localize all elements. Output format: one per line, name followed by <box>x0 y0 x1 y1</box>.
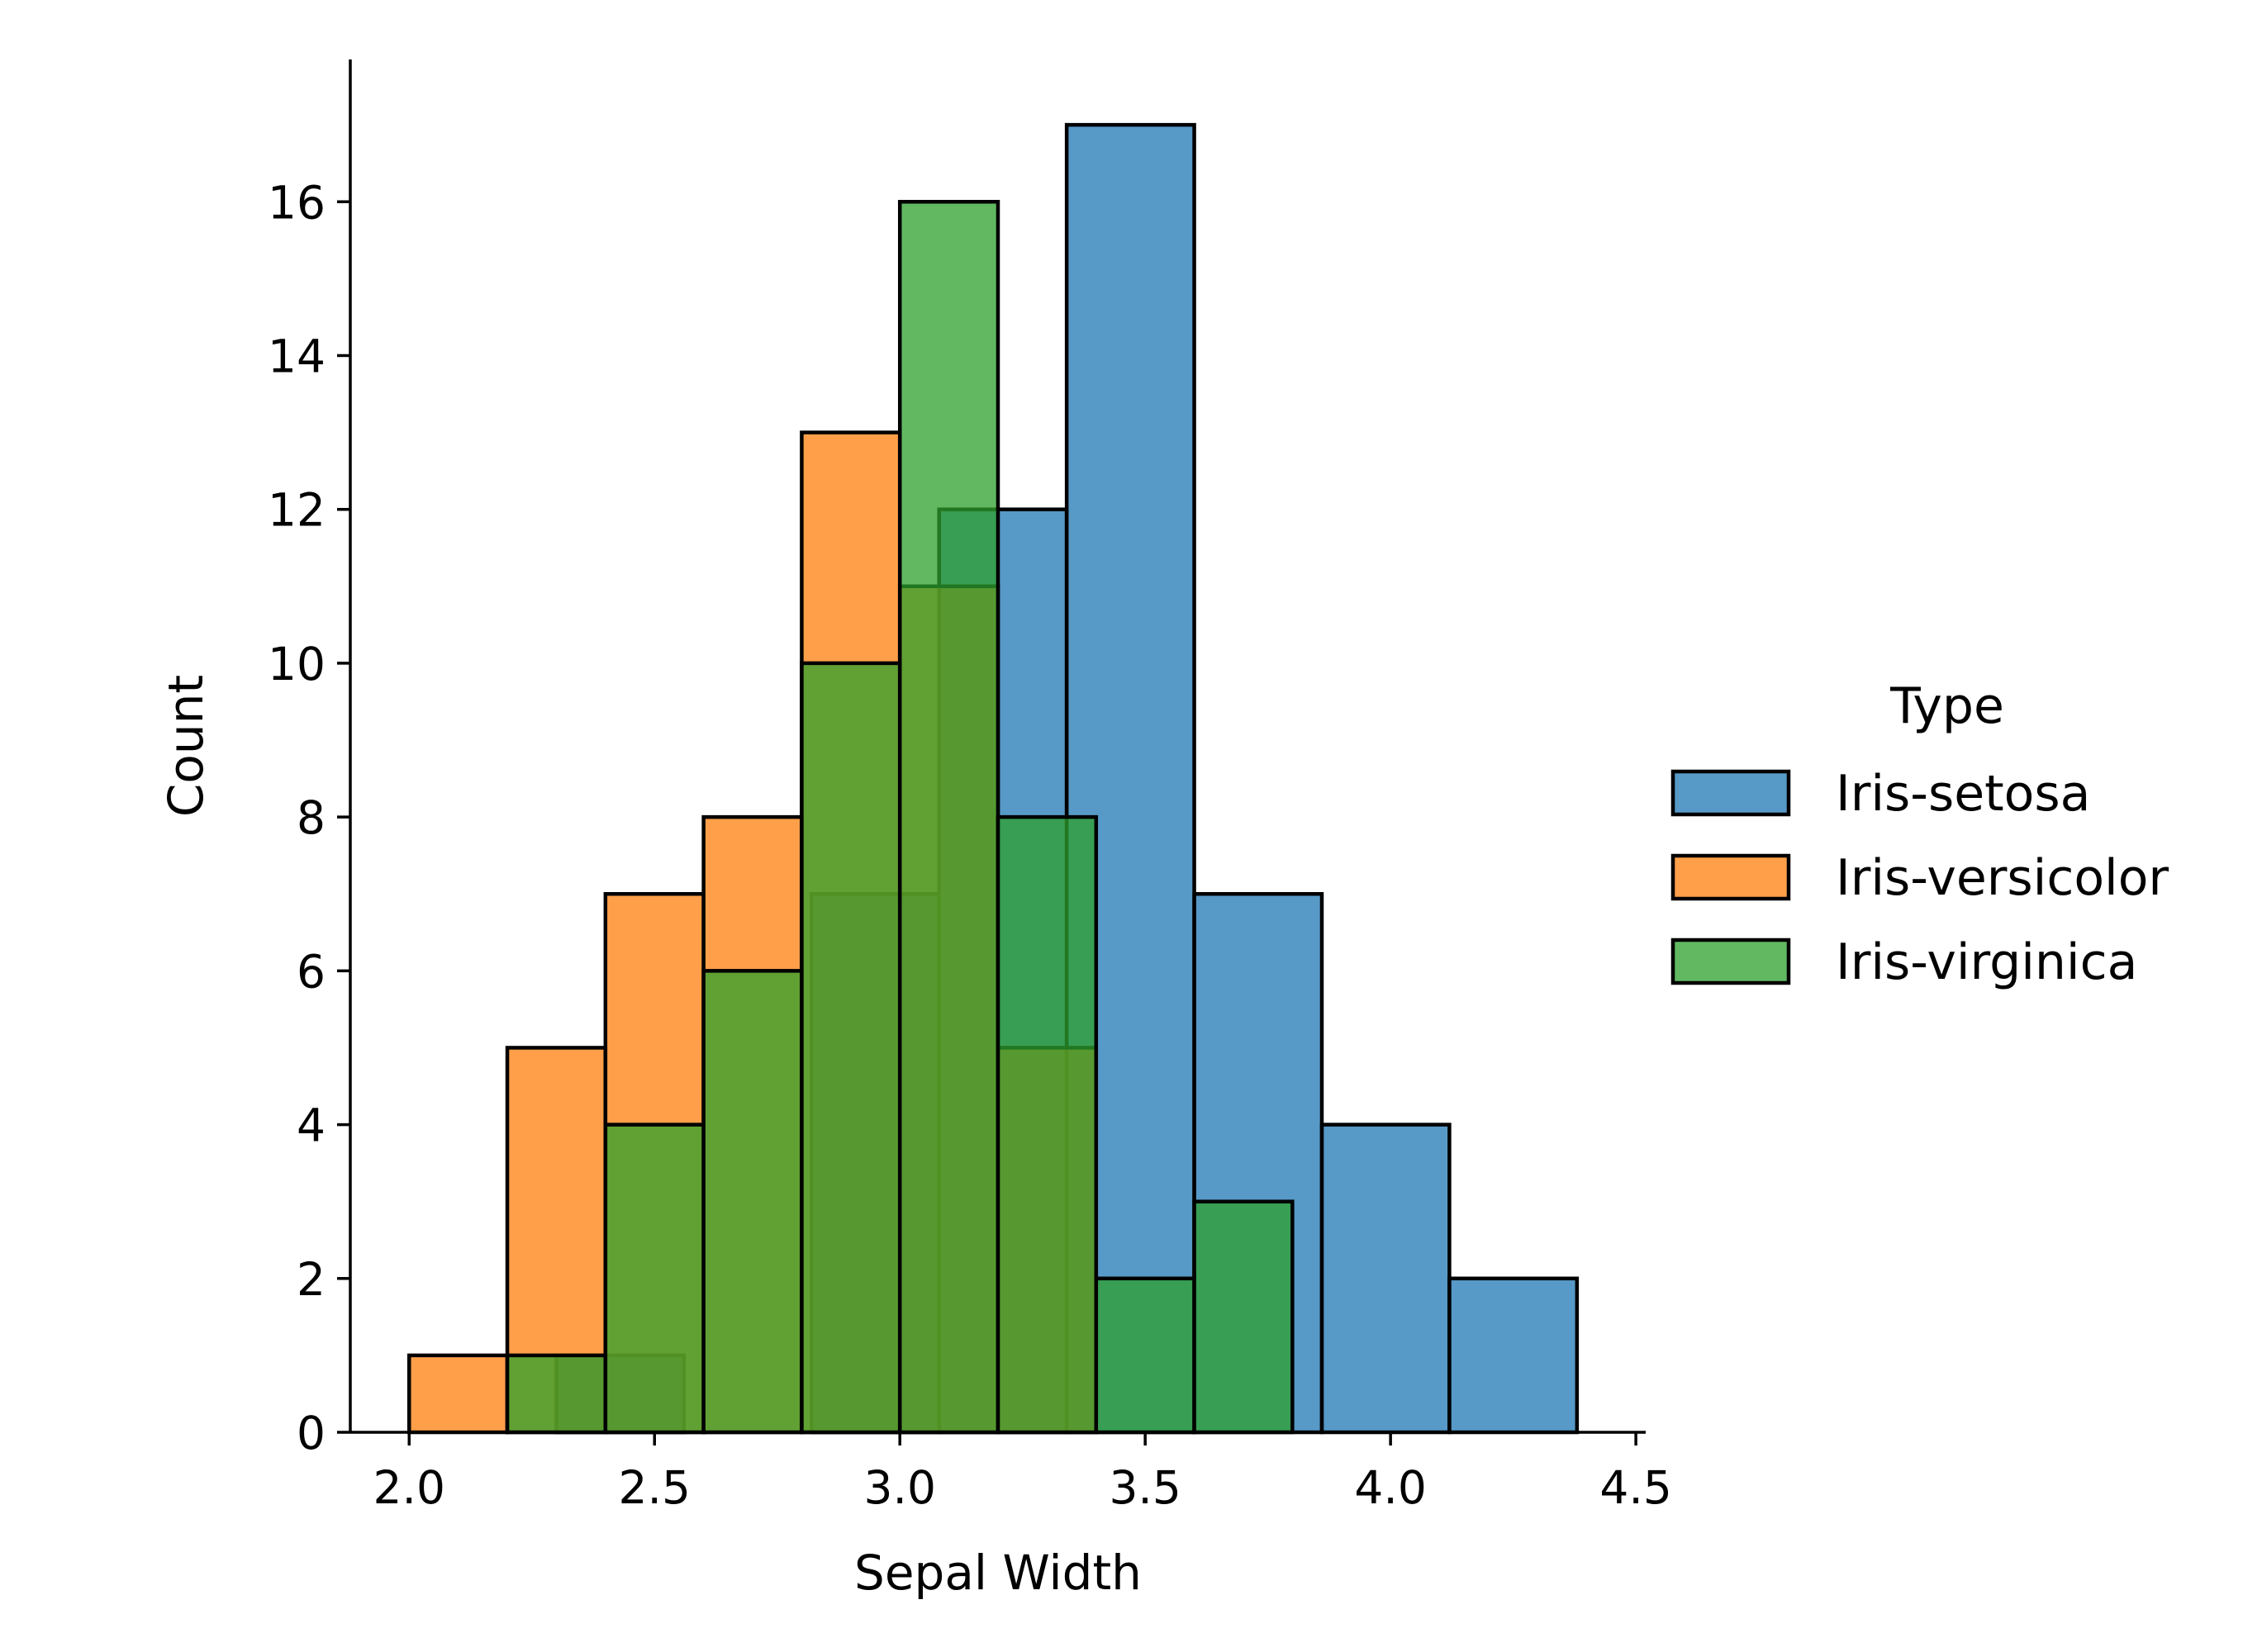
bar-iris-virginica-6 <box>1094 1276 1196 1435</box>
bar-iris-virginica-2 <box>701 969 804 1435</box>
x-tick-label: 3.5 <box>1109 1461 1181 1514</box>
x-tick-label: 2.0 <box>373 1461 445 1514</box>
y-tick-label: 0 <box>297 1407 326 1460</box>
bar-iris-virginica-4 <box>897 200 1000 1435</box>
bar-iris-setosa-7 <box>1447 1276 1580 1435</box>
legend-label-iris-versicolor: Iris-versicolor <box>1836 849 2169 907</box>
bar-iris-virginica-7 <box>1192 1199 1295 1435</box>
x-axis-label: Sepal Width <box>854 1545 1142 1601</box>
bar-iris-virginica-5 <box>996 814 1099 1435</box>
y-tick-label: 16 <box>268 176 326 229</box>
bar-iris-setosa-6 <box>1319 1123 1452 1435</box>
legend-swatch-iris-setosa <box>1670 769 1791 817</box>
bar-iris-virginica-1 <box>603 1123 706 1435</box>
legend-title: Type <box>1889 677 2004 735</box>
y-tick-label: 4 <box>297 1099 326 1152</box>
x-ticks: 2.0 2.5 3.0 3.5 4.0 4.5 <box>373 1432 1672 1514</box>
bar-iris-versicolor-0 <box>407 1353 510 1435</box>
y-tick-label: 12 <box>268 484 326 537</box>
legend: Type Iris-setosa Iris-versicolor Iris-virg… <box>1670 677 2169 991</box>
y-tick-label: 8 <box>297 791 326 844</box>
y-tick-label: 2 <box>297 1253 326 1306</box>
y-tick-label: 6 <box>297 945 326 998</box>
x-tick-label: 2.5 <box>619 1461 691 1514</box>
bar-iris-virginica-0 <box>505 1353 608 1435</box>
x-tick-label: 3.0 <box>863 1461 935 1514</box>
legend-swatch-iris-virginica <box>1670 938 1791 985</box>
legend-swatch-iris-versicolor <box>1670 853 1791 901</box>
bar-iris-virginica-3 <box>800 661 902 1435</box>
bars-layer <box>407 122 1580 1435</box>
y-axis-label: Count <box>158 675 214 817</box>
legend-label-iris-virginica: Iris-virginica <box>1836 933 2137 991</box>
axes-layer: 2.0 2.5 3.0 3.5 4.0 4.5 0 2 4 6 8 10 12 14 16 Sepal W… <box>158 59 1672 1601</box>
y-ticks: 0 2 4 6 8 10 12 14 16 <box>268 176 350 1460</box>
x-tick-label: 4.5 <box>1599 1461 1671 1514</box>
y-tick-label: 14 <box>268 330 326 382</box>
y-tick-label: 10 <box>268 638 326 691</box>
legend-label-iris-setosa: Iris-setosa <box>1836 765 2090 823</box>
x-tick-label: 4.0 <box>1354 1461 1426 1514</box>
